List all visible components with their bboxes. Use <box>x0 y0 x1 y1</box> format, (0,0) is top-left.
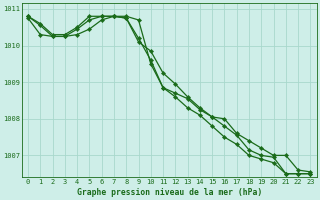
X-axis label: Graphe pression niveau de la mer (hPa): Graphe pression niveau de la mer (hPa) <box>76 188 262 197</box>
